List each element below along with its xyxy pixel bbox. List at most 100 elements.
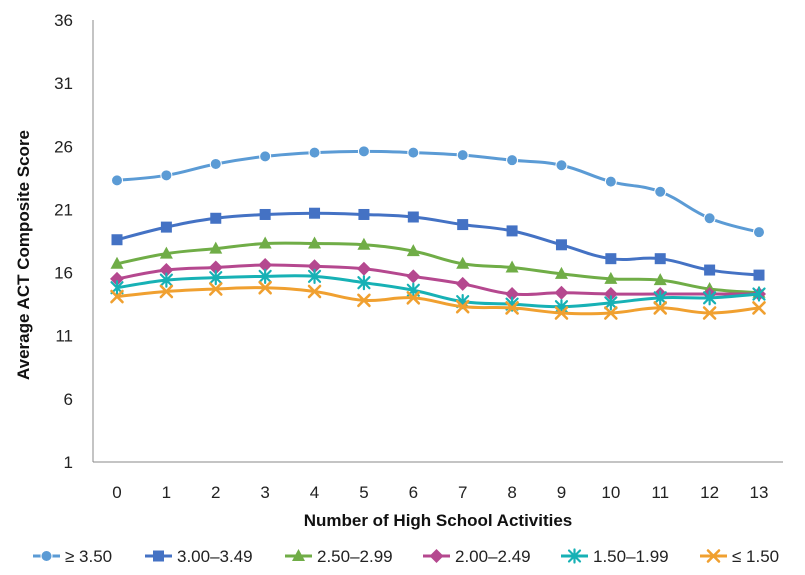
- data-point: [111, 234, 123, 246]
- data-point: [110, 271, 124, 286]
- data-point: [356, 261, 371, 276]
- x-tick-label: 1: [162, 483, 171, 502]
- data-point: [456, 149, 469, 162]
- series-line: [116, 286, 760, 316]
- legend-label: 3.00–3.49: [177, 547, 253, 566]
- data-point: [159, 246, 173, 259]
- data-point: [554, 285, 569, 300]
- series-1: [111, 145, 765, 239]
- data-point: [506, 225, 518, 237]
- data-point: [407, 146, 420, 159]
- legend-marker: [40, 550, 53, 562]
- data-point: [159, 284, 174, 299]
- x-tick-label: 3: [260, 483, 269, 502]
- data-point: [554, 266, 568, 279]
- data-point: [406, 244, 420, 257]
- data-point: [555, 239, 567, 251]
- data-point: [653, 301, 668, 315]
- x-tick-label: 11: [651, 483, 669, 502]
- data-point: [357, 237, 371, 250]
- data-point: [307, 268, 322, 284]
- data-point: [554, 306, 569, 320]
- legend-marker: [153, 550, 164, 562]
- y-axis-title: Average ACT Composite Score: [14, 130, 33, 380]
- data-point: [358, 208, 370, 220]
- series-6: [110, 280, 766, 320]
- data-point: [753, 269, 765, 281]
- data-point: [357, 275, 371, 291]
- series-line: [116, 241, 760, 295]
- x-tick-label: 10: [601, 483, 620, 502]
- data-point: [455, 299, 470, 314]
- data-point: [505, 301, 519, 315]
- data-point: [110, 256, 124, 269]
- data-point: [752, 301, 766, 315]
- legend-label: 2.50–2.99: [317, 547, 393, 566]
- x-tick-label: 8: [507, 483, 516, 502]
- y-tick-label: 16: [54, 264, 73, 283]
- data-point: [506, 154, 519, 167]
- legend-marker: [429, 549, 444, 563]
- y-tick-label: 6: [64, 390, 73, 409]
- y-tick-label: 36: [54, 11, 73, 30]
- data-point: [209, 157, 222, 170]
- data-point: [605, 253, 617, 265]
- legend-marker: [567, 548, 582, 564]
- data-point: [308, 146, 321, 159]
- y-tick-label: 1: [64, 453, 73, 472]
- data-point: [703, 212, 716, 225]
- data-point: [307, 284, 322, 299]
- series-4: [110, 257, 766, 302]
- data-point: [308, 236, 322, 249]
- data-point: [259, 150, 272, 163]
- data-point: [407, 211, 419, 223]
- x-tick-label: 5: [359, 483, 368, 502]
- data-point: [209, 270, 223, 286]
- data-point: [160, 221, 172, 233]
- x-axis-title: Number of High School Activities: [304, 511, 573, 530]
- data-point: [357, 145, 370, 158]
- data-point: [208, 282, 223, 296]
- legend-label: ≤ 1.50: [732, 547, 779, 566]
- legend-label: 2.00–2.49: [455, 547, 531, 566]
- data-point: [753, 226, 765, 239]
- data-point: [455, 276, 470, 291]
- data-point: [505, 287, 520, 302]
- data-point: [457, 219, 469, 231]
- data-point: [604, 295, 618, 311]
- data-point: [110, 289, 124, 304]
- y-tick-label: 26: [54, 137, 73, 156]
- data-point: [258, 280, 272, 295]
- legend-label: ≥ 3.50: [65, 547, 112, 566]
- data-point: [209, 241, 223, 254]
- data-point: [505, 260, 519, 273]
- legend-marker: [706, 549, 721, 563]
- x-tick-label: 6: [409, 483, 418, 502]
- legend-item: ≤ 1.50: [700, 547, 779, 566]
- data-point: [406, 269, 421, 284]
- data-point: [210, 212, 222, 224]
- data-point: [357, 293, 371, 308]
- data-point: [208, 260, 223, 275]
- x-tick-label: 2: [211, 483, 220, 502]
- legend-item: 2.00–2.49: [423, 547, 531, 566]
- x-tick-labels: 0 1 2 3 4 5 6 7 8 9 10 11 12 13: [112, 483, 768, 502]
- data-point: [258, 257, 273, 272]
- x-tick-label: 4: [310, 483, 319, 502]
- series-2: [111, 207, 765, 281]
- legend: ≥ 3.50 3.00–3.49 2.50–2.99 2.00–2.49 1.50–1.…: [33, 547, 779, 566]
- data-point: [653, 273, 667, 286]
- data-point: [604, 306, 618, 320]
- x-tick-label: 9: [557, 483, 566, 502]
- data-point: [309, 207, 321, 219]
- data-point: [752, 286, 766, 302]
- data-point: [159, 272, 173, 288]
- data-point: [258, 268, 272, 284]
- data-point: [653, 290, 667, 306]
- x-tick-label: 0: [112, 483, 121, 502]
- legend-label: 1.50–1.99: [593, 547, 669, 566]
- y-tick-label: 11: [55, 327, 73, 346]
- data-point: [111, 174, 123, 187]
